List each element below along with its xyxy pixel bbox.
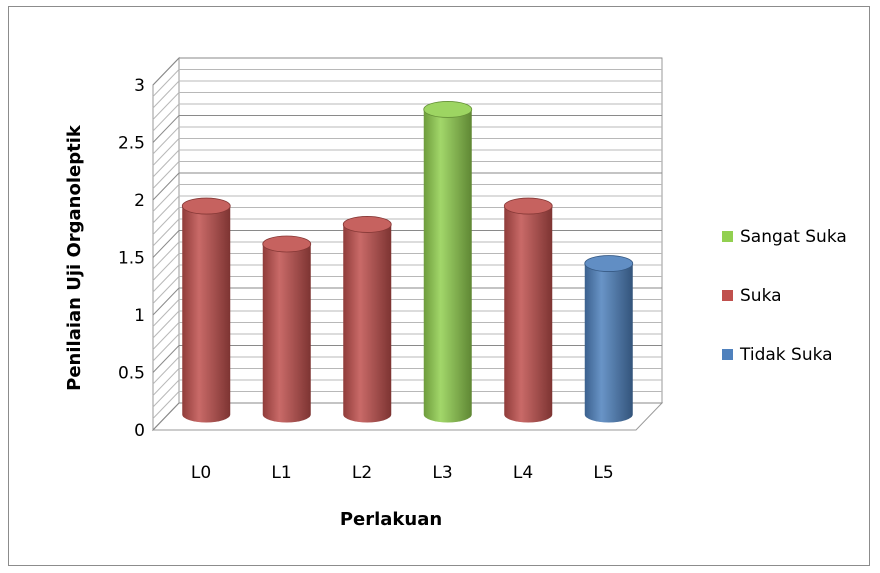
bar-top — [262, 235, 312, 253]
x-axis-title: Perlakuan — [340, 509, 442, 530]
legend-swatch — [722, 349, 733, 360]
bar-top — [503, 197, 553, 215]
gridline-side — [152, 69, 180, 97]
y-tick-label: 2.5 — [118, 134, 145, 154]
x-tick-label: L3 — [432, 463, 452, 483]
gridline-side — [152, 402, 180, 431]
gridline-side — [152, 345, 180, 373]
bar-L0 — [181, 197, 231, 423]
gridline-side — [152, 310, 180, 339]
bar-top — [423, 101, 473, 118]
gridline-side — [152, 368, 180, 396]
gridline-side — [152, 264, 180, 293]
x-tick-label: L0 — [191, 463, 211, 483]
legend-label: Sangat Suka — [740, 227, 847, 247]
x-tick-label: L2 — [352, 463, 372, 483]
gridline-side — [152, 184, 180, 212]
bar-body — [182, 206, 231, 423]
gridline-side — [152, 172, 180, 201]
gridline-side — [152, 253, 180, 281]
gridline-side — [152, 115, 180, 143]
x-tick-label: L4 — [513, 463, 533, 483]
y-tick-label: 2 — [134, 191, 145, 211]
bar-body — [504, 206, 553, 423]
bar-L1 — [262, 235, 312, 423]
bar-body — [262, 244, 311, 423]
gridline-side — [152, 322, 180, 350]
bar-top — [584, 255, 634, 272]
legend-item: Sangat Suka — [722, 227, 847, 247]
y-tick-label: 3 — [134, 76, 145, 96]
gridline-side — [152, 356, 180, 385]
y-tick-label: 1 — [134, 306, 145, 326]
gridline-side — [152, 299, 180, 327]
gridline-side — [152, 391, 180, 419]
bar-L4 — [503, 197, 553, 423]
bar-body — [423, 109, 472, 423]
bar-L3 — [423, 101, 473, 423]
y-axis-title: Penilaian Uji Organoleptik — [64, 124, 85, 391]
bar-top — [181, 197, 231, 215]
legend-label: Suka — [740, 286, 782, 306]
bar-L5 — [584, 255, 634, 423]
gridline-side — [152, 230, 180, 258]
bar-L2 — [342, 216, 392, 423]
y-tick-label: 1.5 — [118, 249, 145, 269]
gridline-side — [152, 57, 180, 86]
bar-top — [342, 216, 392, 233]
gridline-side — [152, 92, 180, 120]
gridline-side — [152, 207, 180, 235]
legend-item: Tidak Suka — [722, 345, 833, 365]
gridline-side — [152, 333, 180, 362]
gridline-side — [152, 195, 180, 224]
gridline-side — [152, 218, 180, 247]
gridline-side — [152, 138, 180, 166]
x-tick-label: L1 — [271, 463, 291, 483]
legend-swatch — [722, 290, 733, 301]
gridline-side — [152, 276, 180, 304]
gridline-side — [152, 80, 180, 109]
y-axis-ticks: 0 0.5 1 1.5 2 2.5 3 — [118, 76, 145, 441]
bars — [181, 101, 634, 423]
gridline-side — [152, 103, 180, 132]
legend: Sangat Suka Suka Tidak Suka — [722, 227, 847, 365]
gridline-side — [152, 149, 180, 178]
gridline-side — [152, 379, 180, 408]
gridline-side — [152, 241, 180, 270]
y-tick-label: 0.5 — [118, 364, 145, 384]
legend-label: Tidak Suka — [739, 345, 833, 365]
y-tick-label: 0 — [134, 421, 145, 441]
bar-body — [343, 224, 392, 423]
legend-item: Suka — [722, 286, 782, 306]
gridlines — [152, 57, 662, 431]
bar-body — [584, 263, 633, 423]
x-tick-label: L5 — [593, 463, 613, 483]
gridline-side — [152, 161, 180, 189]
gridline-side — [152, 126, 180, 155]
gridline-side — [152, 287, 180, 316]
x-axis-ticks: L0 L1 L2 L3 L4 L5 — [191, 463, 614, 483]
legend-swatch — [722, 231, 733, 242]
